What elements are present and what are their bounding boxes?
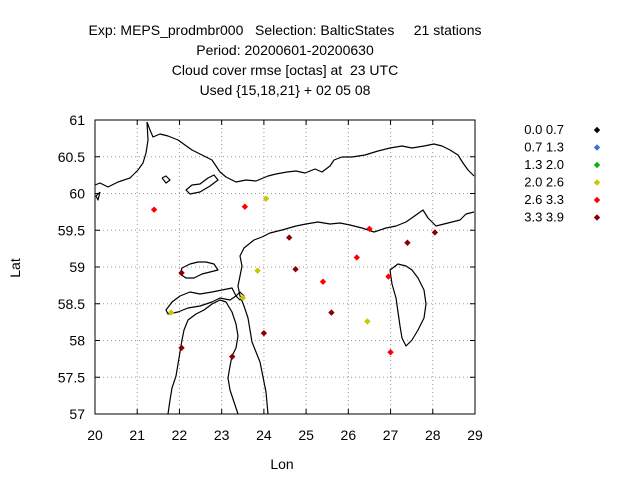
station-point: [353, 254, 360, 261]
coastline-islands: [185, 174, 219, 195]
legend-label: 0.0 0.7: [524, 122, 564, 137]
legend-label: 2.6 3.3: [524, 192, 564, 207]
x-axis-label: Lon: [270, 456, 293, 472]
x-tick-label: 29: [467, 427, 483, 443]
legend-label: 2.0 2.6: [524, 175, 564, 190]
y-tick-label: 58: [69, 333, 85, 349]
legend-marker: [593, 161, 601, 169]
station-point: [239, 294, 246, 302]
legend-marker: [593, 214, 601, 221]
station-point: [178, 344, 185, 352]
axis-ticks: 20 21 22 23 24 25 26 27 28 29 57 57.5 58 58.5 59 59.5 60…: [58, 112, 483, 443]
station-point: [254, 267, 261, 274]
title-line-4: Used {15,18,21} + 02 05 08: [199, 82, 371, 98]
station-point: [404, 239, 411, 246]
y-tick-label: 59.5: [58, 222, 85, 238]
x-tick-label: 22: [172, 427, 188, 443]
legend: 0.0 0.7 0.7 1.3 1.3 2.0 2.0 2.6 2.6 3.3 3.3 3…: [524, 122, 601, 225]
station-point: [150, 206, 158, 213]
lake-peipus: [389, 263, 427, 347]
y-tick-label: 60: [69, 186, 85, 202]
station-point: [431, 229, 439, 236]
y-axis-label: Lat: [7, 258, 23, 278]
x-tick-label: 26: [341, 427, 357, 443]
coastline-saaremaa: [165, 287, 237, 315]
station-point: [292, 266, 299, 273]
station-point: [328, 309, 335, 316]
legend-marker: [593, 126, 601, 134]
station-points: [150, 195, 439, 360]
station-point: [385, 273, 392, 280]
x-tick-label: 24: [256, 427, 272, 443]
x-tick-label: 27: [383, 427, 399, 443]
title-line-1: Exp: MEPS_prodmbr000 Selection: BalticSt…: [88, 22, 482, 38]
coastline-latvia: [167, 299, 239, 415]
station-point: [262, 195, 270, 202]
y-tick-label: 59: [69, 259, 85, 275]
title-line-2: Period: 20200601-20200630: [196, 42, 374, 58]
station-point: [229, 353, 236, 360]
legend-label: 1.3 2.0: [524, 157, 564, 172]
station-point: [319, 278, 327, 285]
legend-marker: [593, 144, 601, 151]
coastline-hiiumaa: [179, 261, 219, 279]
title-line-3: Cloud cover rmse [octas] at 23 UTC: [171, 62, 399, 78]
x-tick-label: 20: [87, 427, 103, 443]
legend-marker: [593, 196, 601, 204]
legend-label: 0.7 1.3: [524, 140, 564, 155]
x-tick-label: 25: [298, 427, 314, 443]
coastline-island-small: [161, 175, 171, 184]
grid-lines: [95, 120, 475, 414]
coastline-finland: [94, 121, 475, 188]
station-point: [387, 349, 394, 356]
y-tick-label: 58.5: [58, 296, 85, 312]
station-point: [178, 269, 185, 277]
coastline: [94, 121, 475, 415]
station-point: [366, 225, 373, 232]
station-point: [167, 309, 175, 316]
station-point: [241, 203, 249, 210]
y-tick-label: 57.5: [58, 369, 85, 385]
station-point: [286, 234, 293, 241]
x-tick-label: 23: [214, 427, 230, 443]
x-tick-label: 28: [425, 427, 441, 443]
x-tick-label: 21: [129, 427, 145, 443]
station-point: [364, 318, 371, 325]
y-tick-label: 57: [69, 406, 85, 422]
legend-label: 3.3 3.9: [524, 210, 564, 225]
y-tick-label: 60.5: [58, 149, 85, 165]
station-point: [260, 329, 268, 337]
y-tick-label: 61: [69, 112, 85, 128]
legend-marker: [593, 179, 601, 186]
coastline-gulf-south: [237, 209, 475, 415]
